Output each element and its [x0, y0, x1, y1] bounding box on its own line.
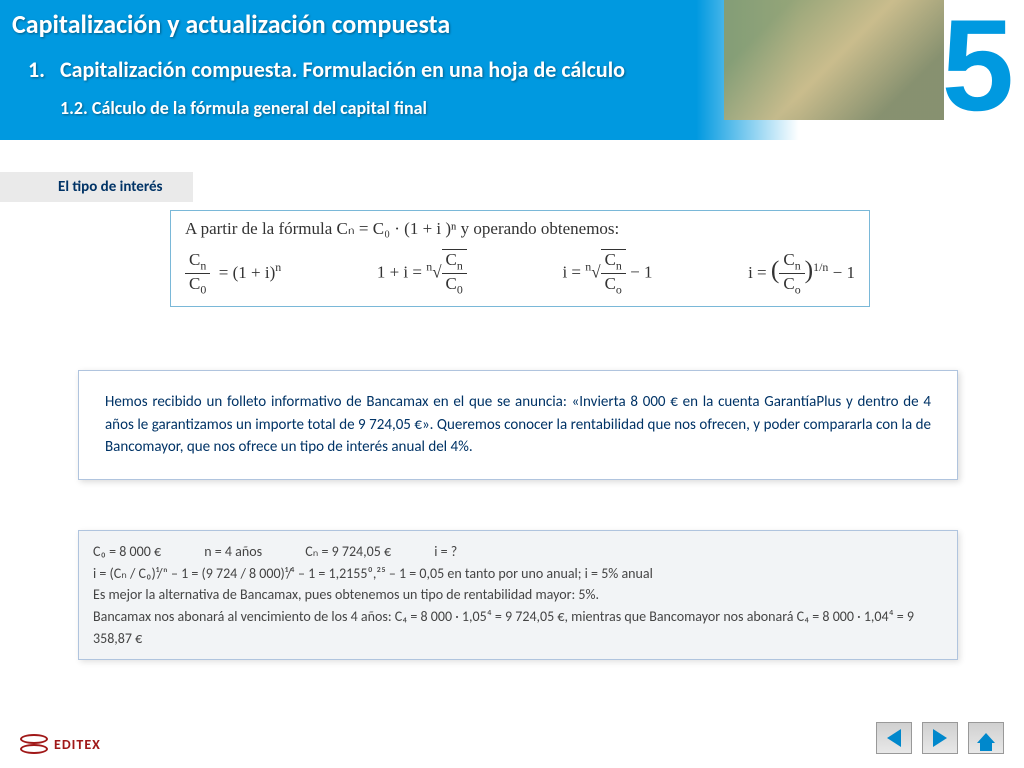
- given-n: n = 4 años: [204, 543, 262, 560]
- home-button[interactable]: [968, 722, 1004, 754]
- problem-text: Hemos recibido un folleto informativo de…: [105, 393, 931, 456]
- given-cn: Cₙ = 9 724,05 €: [305, 543, 391, 560]
- problem-statement-box: Hemos recibido un folleto informativo de…: [78, 370, 958, 480]
- topic-tab: El tipo de interés: [0, 172, 193, 202]
- chapter-number: 5: [942, 0, 1014, 140]
- solution-given-values: C₀ = 8 000 € n = 4 años Cₙ = 9 724,05 € …: [93, 541, 943, 563]
- solution-conclusion-1: Es mejor la alternativa de Bancamax, pue…: [93, 584, 943, 606]
- header-banner: 5 Capitalización y actualización compues…: [0, 0, 1024, 140]
- formula-equations: CnC0 = (1 + i)n 1 + i = n√CnC0 i = n√CnC…: [185, 249, 855, 298]
- chevron-left-icon: [887, 729, 901, 747]
- header-decorative-image: [724, 0, 944, 120]
- given-c0: C₀ = 8 000 €: [93, 543, 161, 560]
- navigation-controls: [876, 722, 1004, 754]
- formula-intro-text: A partir de la fórmula Cₙ = C₀ · (1 + i …: [185, 219, 855, 239]
- next-button[interactable]: [922, 722, 958, 754]
- prev-button[interactable]: [876, 722, 912, 754]
- solution-conclusion-2: Bancamax nos abonará al vencimiento de l…: [93, 606, 943, 649]
- solution-box: C₀ = 8 000 € n = 4 años Cₙ = 9 724,05 € …: [78, 530, 958, 660]
- publisher-logo: EDITEX: [20, 732, 101, 756]
- publisher-name: EDITEX: [54, 736, 101, 753]
- editex-icon: [20, 732, 48, 756]
- section-title-text: Capitalización compuesta. Formulación en…: [60, 56, 625, 83]
- formula-box: A partir de la fórmula Cₙ = C₀ · (1 + i …: [170, 210, 870, 307]
- section-number: 1.: [28, 56, 45, 83]
- given-i: i = ?: [434, 543, 457, 560]
- solution-calculation: i = (Cₙ / C₀)¹/ⁿ – 1 = (9 724 / 8 000)¹/…: [93, 563, 943, 585]
- chevron-right-icon: [933, 729, 947, 747]
- home-icon: [977, 733, 995, 743]
